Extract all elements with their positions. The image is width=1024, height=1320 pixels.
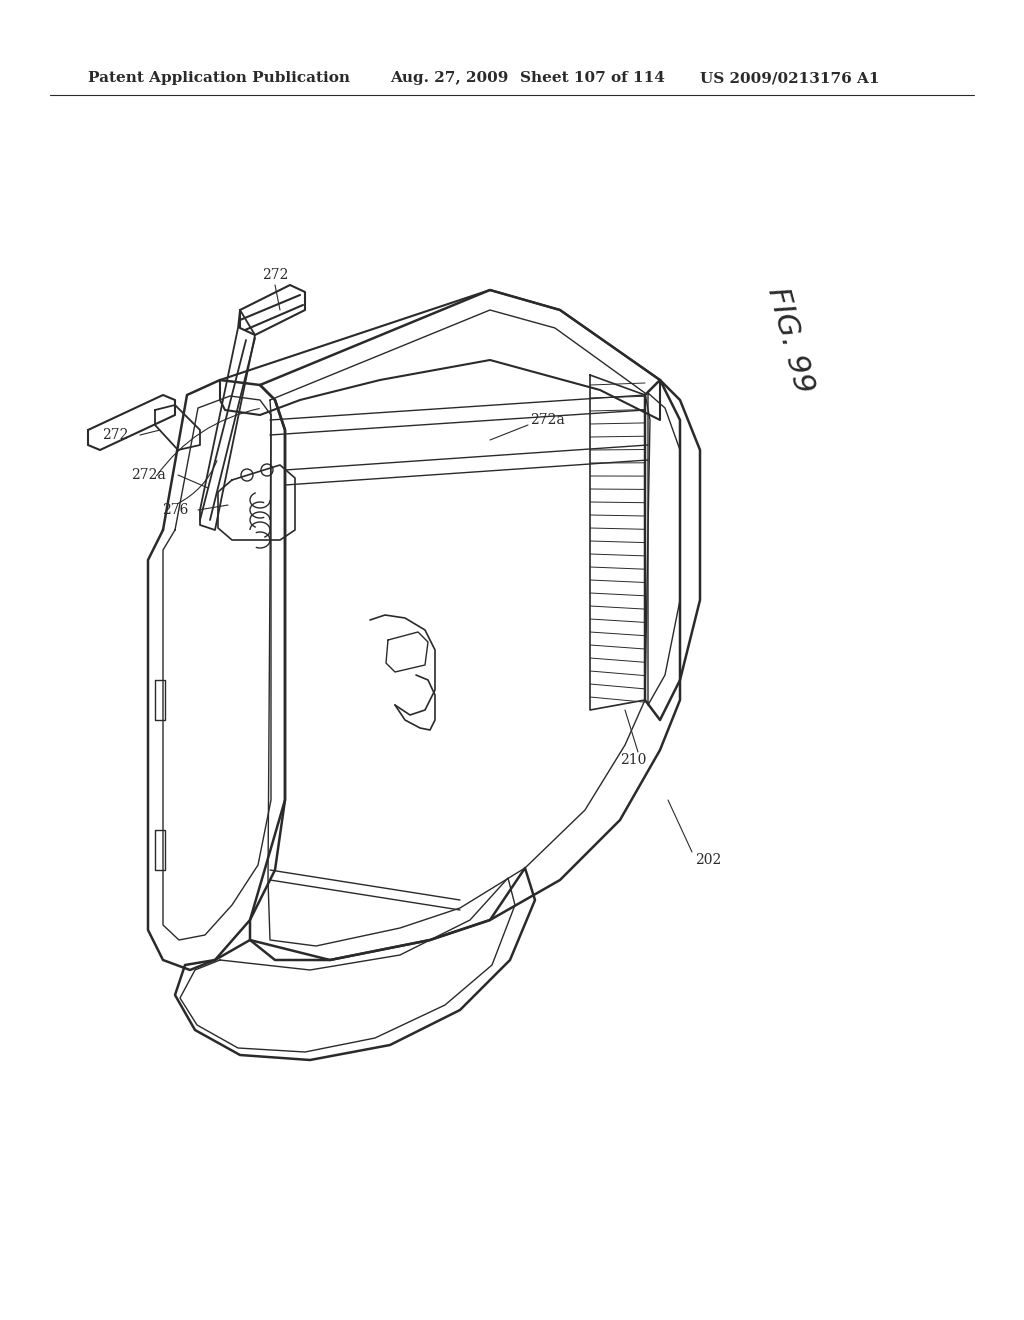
- Text: Sheet 107 of 114: Sheet 107 of 114: [520, 71, 665, 84]
- Text: US 2009/0213176 A1: US 2009/0213176 A1: [700, 71, 880, 84]
- Text: 272a: 272a: [131, 469, 165, 482]
- Text: 272: 272: [262, 268, 288, 282]
- Text: 202: 202: [695, 853, 721, 867]
- Text: 272a: 272a: [530, 413, 565, 426]
- Text: 210: 210: [620, 752, 646, 767]
- Text: Patent Application Publication: Patent Application Publication: [88, 71, 350, 84]
- Text: 276: 276: [162, 503, 188, 517]
- Text: 272: 272: [101, 428, 128, 442]
- Text: FIG. 99: FIG. 99: [762, 284, 818, 396]
- Text: Aug. 27, 2009: Aug. 27, 2009: [390, 71, 508, 84]
